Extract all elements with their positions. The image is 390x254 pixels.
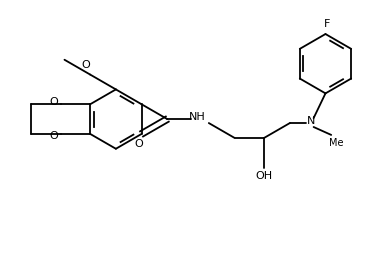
Text: F: F — [324, 19, 331, 29]
Text: O: O — [49, 97, 58, 107]
Text: O: O — [82, 60, 90, 70]
Text: Me: Me — [329, 138, 344, 148]
Text: OH: OH — [255, 171, 273, 181]
Text: O: O — [49, 131, 58, 141]
Text: NH: NH — [189, 112, 205, 122]
Text: N: N — [307, 116, 315, 126]
Text: O: O — [134, 139, 143, 149]
